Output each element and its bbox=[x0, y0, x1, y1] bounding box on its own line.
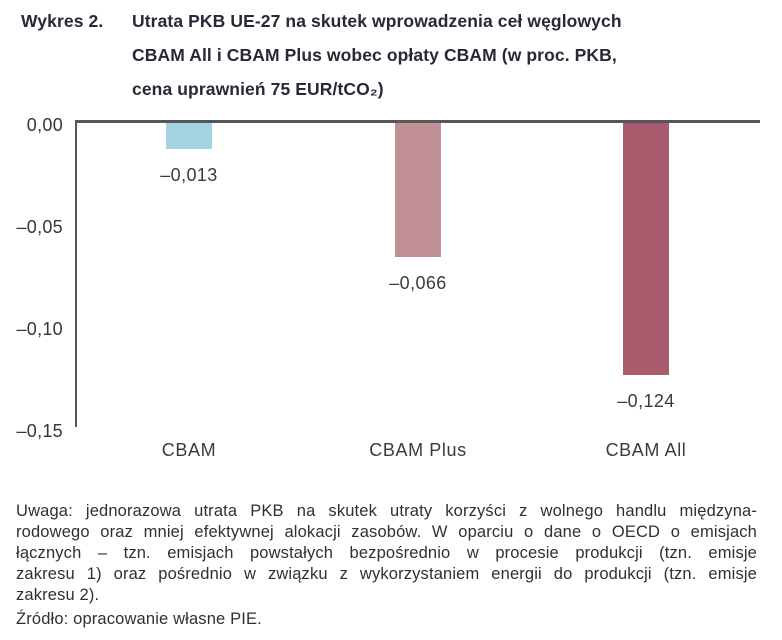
category-label-cbam-all: CBAM All bbox=[605, 440, 687, 460]
y-axis-line bbox=[75, 120, 77, 427]
category-label-cbam: CBAM bbox=[161, 440, 217, 460]
title-line-1: Utrata PKB UE-27 na skutek wprowadzenia … bbox=[132, 11, 622, 31]
y-tick-label: –0,05 bbox=[16, 217, 63, 237]
title-line-2: CBAM All i CBAM Plus wobec opłaty CBAM (… bbox=[132, 45, 617, 65]
value-label-cbam-plus: –0,066 bbox=[389, 273, 447, 293]
bar-cbam bbox=[166, 122, 212, 149]
note-text: Uwaga: jednorazowa utrata PKB na skutek … bbox=[16, 501, 757, 606]
figure-title-text: Utrata PKB UE-27 na skutek wprowadzenia … bbox=[132, 4, 732, 106]
bar-cbam-all bbox=[623, 122, 669, 375]
note-line-2: rodowego oraz mniej efektywnej alokacji … bbox=[16, 523, 757, 541]
category-label-cbam-plus: CBAM Plus bbox=[369, 440, 467, 460]
note-line-5: zakresu 2). bbox=[16, 586, 100, 604]
note-line-3: łącznych – tzn. emisjach powstałych bezp… bbox=[16, 544, 757, 562]
note-line-4: zakresu 1) oraz pośrednio w związku z wy… bbox=[16, 565, 757, 583]
y-tick-label: –0,15 bbox=[16, 421, 63, 441]
bar-cbam-plus bbox=[395, 122, 441, 257]
y-axis-tick-labels: 0,00 –0,05 –0,10 –0,15 bbox=[0, 115, 63, 441]
source-text: Źródło: opracowanie własne PIE. bbox=[16, 610, 262, 628]
value-label-cbam: –0,013 bbox=[160, 165, 218, 185]
plot-area: –0,013 CBAM –0,066 CBAM Plus –0,124 CBAM All bbox=[75, 122, 760, 460]
figure-number-label: Wykres 2. bbox=[21, 11, 104, 31]
y-tick-label: 0,00 bbox=[26, 115, 63, 135]
note-line-1: Uwaga: jednorazowa utrata PKB na skutek … bbox=[16, 502, 757, 520]
zero-baseline bbox=[75, 120, 760, 123]
value-label-cbam-all: –0,124 bbox=[617, 391, 675, 411]
title-line-3: cena uprawnień 75 EUR/tCO₂) bbox=[132, 79, 384, 99]
bar-chart: 0,00 –0,05 –0,10 –0,15 –0,013 CBAM –0,066 CBAM… bbox=[0, 115, 760, 460]
y-tick-label: –0,10 bbox=[16, 319, 63, 339]
